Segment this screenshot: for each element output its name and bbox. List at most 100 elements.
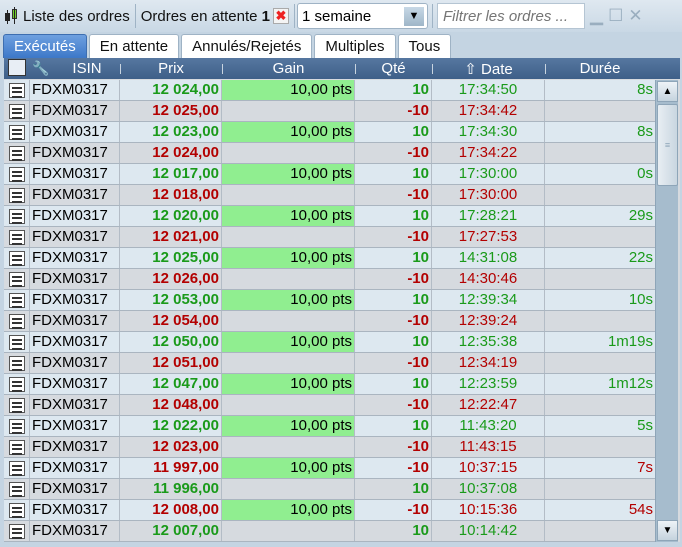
table-row[interactable]: FDXM0317 12 024,00 10,00 pts 10 17:34:50 8s xyxy=(4,80,655,101)
document-icon[interactable] xyxy=(9,188,25,203)
table-row[interactable]: FDXM0317 12 053,00 10,00 pts 10 12:39:34 10s xyxy=(4,290,655,311)
order-detail-cell[interactable] xyxy=(4,269,30,289)
document-icon[interactable] xyxy=(9,272,25,287)
pending-orders-button[interactable]: Ordres en attente 1 ✖ xyxy=(138,3,292,29)
minimize-icon[interactable]: ▁ xyxy=(589,6,604,25)
tab-tous[interactable]: Tous xyxy=(397,34,452,58)
isin-cell: FDXM0317 xyxy=(30,311,120,331)
document-icon[interactable] xyxy=(9,314,25,329)
document-icon[interactable] xyxy=(9,167,25,182)
vertical-scrollbar[interactable]: ▲ ≡ ▼ xyxy=(655,80,678,542)
document-icon[interactable] xyxy=(9,377,25,392)
table-row[interactable]: FDXM0317 11 996,00 10 10:37:08 xyxy=(4,479,655,500)
period-select[interactable]: 1 semaine ▼ xyxy=(296,3,428,29)
order-detail-cell[interactable] xyxy=(4,206,30,226)
document-icon[interactable] xyxy=(9,83,25,98)
table-row[interactable]: FDXM0317 12 022,00 10,00 pts 10 11:43:20 5s xyxy=(4,416,655,437)
tab-multiples[interactable]: Multiples xyxy=(314,34,396,58)
wrench-icon[interactable]: 🔧 xyxy=(32,60,50,76)
order-detail-cell[interactable] xyxy=(4,248,30,268)
col-isin[interactable]: ISIN xyxy=(72,60,102,77)
order-detail-cell[interactable] xyxy=(4,227,30,247)
order-detail-cell[interactable] xyxy=(4,80,30,100)
document-icon[interactable] xyxy=(9,293,25,308)
gain-cell xyxy=(222,269,355,289)
col-qte[interactable]: Qté xyxy=(381,60,406,77)
document-icon[interactable] xyxy=(9,335,25,350)
scroll-thumb[interactable]: ≡ xyxy=(657,104,678,186)
prix-cell: 12 054,00 xyxy=(120,311,222,331)
order-detail-cell[interactable] xyxy=(4,122,30,142)
table-row[interactable]: FDXM0317 12 054,00 -10 12:39:24 xyxy=(4,311,655,332)
document-icon[interactable] xyxy=(9,209,25,224)
document-icon[interactable] xyxy=(9,146,25,161)
document-icon[interactable] xyxy=(9,419,25,434)
scroll-up-icon[interactable]: ▲ xyxy=(657,81,678,102)
order-detail-cell[interactable] xyxy=(4,143,30,163)
document-icon[interactable] xyxy=(9,482,25,497)
table-row[interactable]: FDXM0317 12 047,00 10,00 pts 10 12:23:59 1m12… xyxy=(4,374,655,395)
order-detail-cell[interactable] xyxy=(4,290,30,310)
document-icon[interactable] xyxy=(9,503,25,518)
order-detail-cell[interactable] xyxy=(4,164,30,184)
col-gain[interactable]: Gain xyxy=(272,60,305,77)
order-detail-cell[interactable] xyxy=(4,521,30,541)
document-icon[interactable] xyxy=(9,104,25,119)
table-row[interactable]: FDXM0317 12 024,00 -10 17:34:22 xyxy=(4,143,655,164)
table-row[interactable]: FDXM0317 12 023,00 10,00 pts 10 17:34:30 8s xyxy=(4,122,655,143)
document-icon[interactable] xyxy=(9,125,25,140)
col-duree[interactable]: Durée xyxy=(579,60,621,77)
tab-executes[interactable]: Exécutés xyxy=(3,34,87,58)
table-row[interactable]: FDXM0317 12 020,00 10,00 pts 10 17:28:21 29s xyxy=(4,206,655,227)
table-row[interactable]: FDXM0317 12 050,00 10,00 pts 10 12:35:38 1m19… xyxy=(4,332,655,353)
filter-input[interactable] xyxy=(436,3,585,29)
prix-cell: 12 047,00 xyxy=(120,374,222,394)
order-detail-cell[interactable] xyxy=(4,374,30,394)
qte-cell: -10 xyxy=(355,353,432,373)
order-detail-cell[interactable] xyxy=(4,437,30,457)
gain-cell xyxy=(222,227,355,247)
document-icon[interactable] xyxy=(9,461,25,476)
col-prix[interactable]: Prix xyxy=(158,60,184,77)
gain-cell xyxy=(222,311,355,331)
table-row[interactable]: FDXM0317 12 021,00 -10 17:27:53 xyxy=(4,227,655,248)
table-row[interactable]: FDXM0317 12 026,00 -10 14:30:46 xyxy=(4,269,655,290)
table-row[interactable]: FDXM0317 12 023,00 -10 11:43:15 xyxy=(4,437,655,458)
table-row[interactable]: FDXM0317 12 018,00 -10 17:30:00 xyxy=(4,185,655,206)
document-icon[interactable] xyxy=(8,59,26,76)
close-icon[interactable]: ✖ xyxy=(272,8,289,24)
chevron-down-icon[interactable]: ▼ xyxy=(403,7,424,26)
table-row[interactable]: FDXM0317 12 017,00 10,00 pts 10 17:30:00 0s xyxy=(4,164,655,185)
table-row[interactable]: FDXM0317 11 997,00 10,00 pts -10 10:37:15 7s xyxy=(4,458,655,479)
table-row[interactable]: FDXM0317 12 051,00 -10 12:34:19 xyxy=(4,353,655,374)
document-icon[interactable] xyxy=(9,398,25,413)
document-icon[interactable] xyxy=(9,524,25,539)
table-row[interactable]: FDXM0317 12 025,00 10,00 pts 10 14:31:08 22s xyxy=(4,248,655,269)
table-row[interactable]: FDXM0317 12 025,00 -10 17:34:42 xyxy=(4,101,655,122)
order-detail-cell[interactable] xyxy=(4,311,30,331)
document-icon[interactable] xyxy=(9,251,25,266)
table-row[interactable]: FDXM0317 12 048,00 -10 12:22:47 xyxy=(4,395,655,416)
order-detail-cell[interactable] xyxy=(4,185,30,205)
window-title: Liste des ordres xyxy=(23,7,130,25)
close-window-icon[interactable]: ✕ xyxy=(628,6,643,25)
order-detail-cell[interactable] xyxy=(4,479,30,499)
order-detail-cell[interactable] xyxy=(4,458,30,478)
isin-cell: FDXM0317 xyxy=(30,437,120,457)
table-row[interactable]: FDXM0317 12 007,00 10 10:14:42 xyxy=(4,521,655,542)
order-detail-cell[interactable] xyxy=(4,332,30,352)
order-detail-cell[interactable] xyxy=(4,500,30,520)
document-icon[interactable] xyxy=(9,230,25,245)
col-date[interactable]: ⇧ Date xyxy=(432,60,545,78)
document-icon[interactable] xyxy=(9,356,25,371)
tab-en-attente[interactable]: En attente xyxy=(88,34,180,58)
scroll-down-icon[interactable]: ▼ xyxy=(657,520,678,541)
maximize-icon[interactable]: ☐ xyxy=(608,6,624,25)
order-detail-cell[interactable] xyxy=(4,353,30,373)
document-icon[interactable] xyxy=(9,440,25,455)
order-detail-cell[interactable] xyxy=(4,395,30,415)
order-detail-cell[interactable] xyxy=(4,416,30,436)
table-row[interactable]: FDXM0317 12 008,00 10,00 pts -10 10:15:36 54s xyxy=(4,500,655,521)
order-detail-cell[interactable] xyxy=(4,101,30,121)
tab-annules-rejetes[interactable]: Annulés/Rejetés xyxy=(181,34,313,58)
